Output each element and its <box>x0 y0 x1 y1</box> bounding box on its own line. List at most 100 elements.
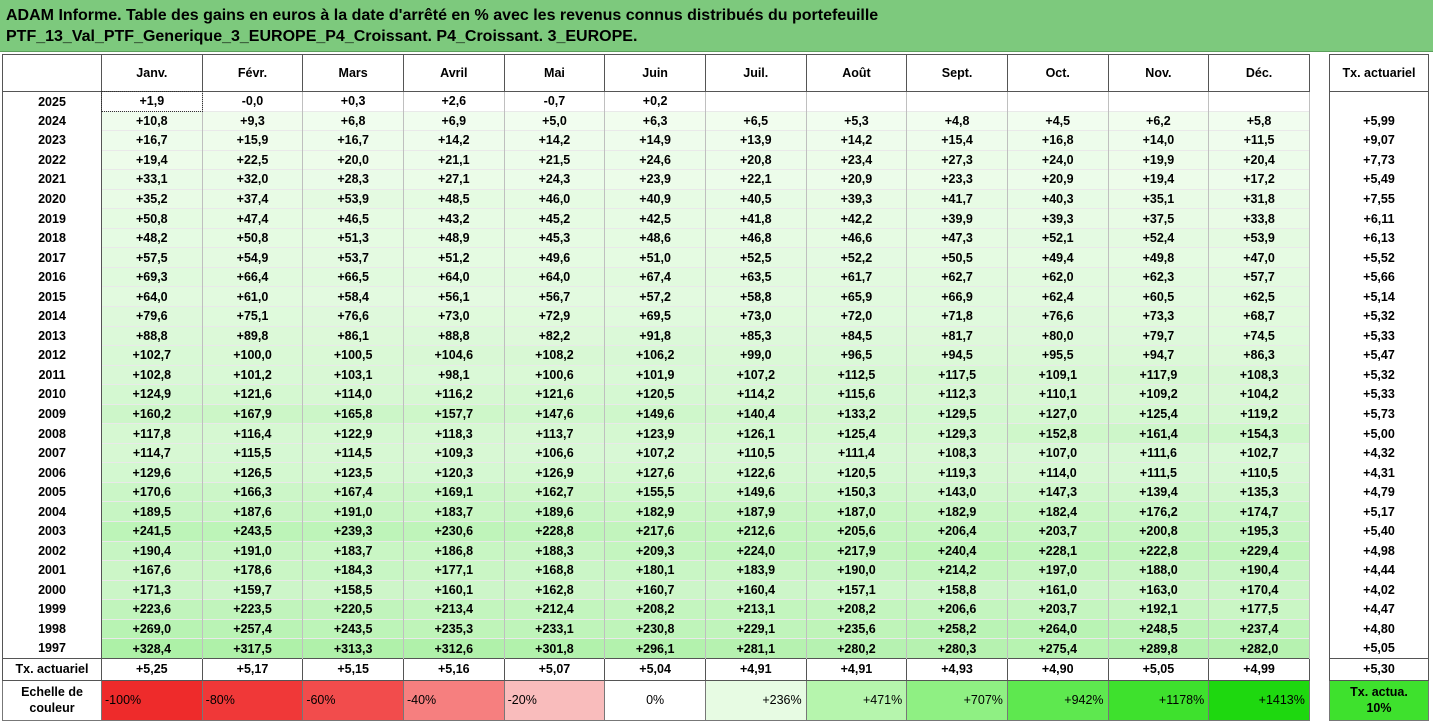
gain-cell: +182,9 <box>604 501 706 522</box>
gain-cell: +27,1 <box>402 169 505 190</box>
gain-cell: +27,3 <box>906 149 1008 170</box>
gain-cell: +69,5 <box>604 306 706 327</box>
tx-actuariel-cell: +4,02 <box>1329 580 1429 600</box>
gain-cell: +183,7 <box>302 540 404 561</box>
gain-cell: +170,4 <box>1208 579 1310 600</box>
tx-actuariel-value: +5,16 <box>402 657 505 681</box>
month-header-cell: Août <box>805 54 908 92</box>
gain-cell: +85,3 <box>704 325 807 346</box>
tx-actuariel-value: +4,99 <box>1208 657 1310 681</box>
tx-row: +4,47 <box>1329 599 1429 620</box>
gain-cell: +189,6 <box>503 501 606 522</box>
gain-cell: +54,9 <box>201 247 304 268</box>
gain-cell: +129,5 <box>906 403 1008 424</box>
gain-cell: +109,3 <box>402 442 505 463</box>
gain-cell: +15,4 <box>906 130 1008 151</box>
year-cell: 2012 <box>2 345 102 366</box>
gain-cell: +61,0 <box>201 286 304 307</box>
color-scale-label: Echelle de couleur <box>2 679 102 721</box>
gain-cell: +190,4 <box>101 540 203 561</box>
year-cell: 2020 <box>2 189 102 209</box>
gain-cell: +127,6 <box>604 462 706 483</box>
tx-row: +5,33 <box>1329 384 1429 405</box>
gain-cell: +115,5 <box>201 442 304 463</box>
gain-cell: +46,8 <box>704 227 807 248</box>
year-cell: 2001 <box>2 560 102 581</box>
gain-cell: +149,6 <box>704 481 807 502</box>
gain-cell: +39,3 <box>1006 208 1109 229</box>
gain-cell: +127,0 <box>1006 403 1109 424</box>
tx-actuariel-cell: +5,49 <box>1329 169 1429 190</box>
gain-cell: +31,8 <box>1208 188 1310 209</box>
gain-cell: +282,0 <box>1208 638 1310 659</box>
gain-cell: +114,0 <box>302 384 404 405</box>
gain-cell: +102,7 <box>1208 442 1310 463</box>
gain-cell: +174,7 <box>1208 501 1310 522</box>
gain-cell: +40,3 <box>1006 188 1109 209</box>
tx-row: +4,02 <box>1329 580 1429 600</box>
gain-cell: +94,5 <box>906 345 1008 366</box>
table-row: 2025 +1,9 -0,0 +0,3 +2,6 -0,7 +0,2 <box>2 90 1310 113</box>
gain-cell: +163,0 <box>1107 579 1210 600</box>
gain-cell: +222,8 <box>1107 540 1210 561</box>
gain-cell: +205,6 <box>805 521 908 542</box>
gain-cell: +161,0 <box>1006 579 1109 600</box>
gain-cell: +312,6 <box>402 638 505 659</box>
gain-cell: +23,4 <box>805 149 908 170</box>
gain-cell: +56,1 <box>402 286 505 307</box>
tx-row: +4,44 <box>1329 560 1429 581</box>
gain-cell: +124,9 <box>101 384 203 405</box>
gain-cell: +39,9 <box>906 208 1008 229</box>
gain-cell <box>805 91 908 112</box>
gain-cell: +119,3 <box>906 462 1008 483</box>
tx-row: +5,14 <box>1329 286 1429 307</box>
gain-cell: +102,8 <box>101 364 203 385</box>
gain-cell: +103,1 <box>302 364 404 385</box>
year-cell: 2006 <box>2 462 102 483</box>
gain-cell: +6,3 <box>604 110 706 131</box>
gain-cell: +2,6 <box>402 91 505 112</box>
gain-cell: +257,4 <box>201 618 304 639</box>
tx-row: +5,99 <box>1329 111 1429 131</box>
tx-actuariel-cell: +5,99 <box>1329 111 1429 131</box>
gain-cell: +86,3 <box>1208 345 1310 366</box>
tx-actuariel-value: +4,91 <box>805 657 908 681</box>
gain-cell: +116,4 <box>201 423 304 444</box>
gain-cell: +51,2 <box>402 247 505 268</box>
gain-cell: +191,0 <box>302 501 404 522</box>
report-header: ADAM Informe. Table des gains en euros à… <box>0 0 1433 52</box>
gain-cell: +106,2 <box>604 345 706 366</box>
table-row: 2004 +189,5 +187,6 +191,0 +183,7 +189,6 +182,9… <box>2 501 1310 522</box>
gain-cell: +41,8 <box>704 208 807 229</box>
gain-cell: +104,2 <box>1208 384 1310 405</box>
gain-cell: +14,2 <box>402 130 505 151</box>
gain-cell: +111,4 <box>805 442 908 463</box>
year-cell: 1997 <box>2 638 102 659</box>
gain-cell: +6,2 <box>1107 110 1210 131</box>
gain-cell: +51,3 <box>302 227 404 248</box>
gain-cell: +24,3 <box>503 169 606 190</box>
gain-cell: +60,5 <box>1107 286 1210 307</box>
gain-cell: +187,9 <box>704 501 807 522</box>
gain-cell: +14,9 <box>604 130 706 151</box>
gain-cell: +161,4 <box>1107 423 1210 444</box>
tx-actuariel-value: +5,15 <box>302 657 404 681</box>
color-scale-swatch: 0% <box>604 679 706 721</box>
tx-actuariel-value: +5,05 <box>1107 657 1210 681</box>
year-cell: 2014 <box>2 306 102 327</box>
tx-actuariel-cell: +7,55 <box>1329 189 1429 209</box>
tx-actuariel-cell: +7,73 <box>1329 150 1429 170</box>
tx-actuariel-cell: +5,33 <box>1329 326 1429 346</box>
gain-cell: +203,7 <box>1006 599 1109 620</box>
table-row: 2009 +160,2 +167,9 +165,8 +157,7 +147,6 +149,6… <box>2 403 1310 424</box>
gain-cell: +46,6 <box>805 227 908 248</box>
gain-cell: +183,9 <box>704 560 807 581</box>
tx-actuariel-cell: +4,32 <box>1329 443 1429 463</box>
gain-cell: +64,0 <box>503 266 606 287</box>
year-cell: 2015 <box>2 286 102 307</box>
year-cell: 1998 <box>2 619 102 639</box>
gain-cell: +4,5 <box>1006 110 1109 131</box>
table-row: 2006 +129,6 +126,5 +123,5 +120,3 +126,9 +127,6… <box>2 462 1310 483</box>
gain-cell: +178,6 <box>201 560 304 581</box>
gain-cell: +121,6 <box>503 384 606 405</box>
